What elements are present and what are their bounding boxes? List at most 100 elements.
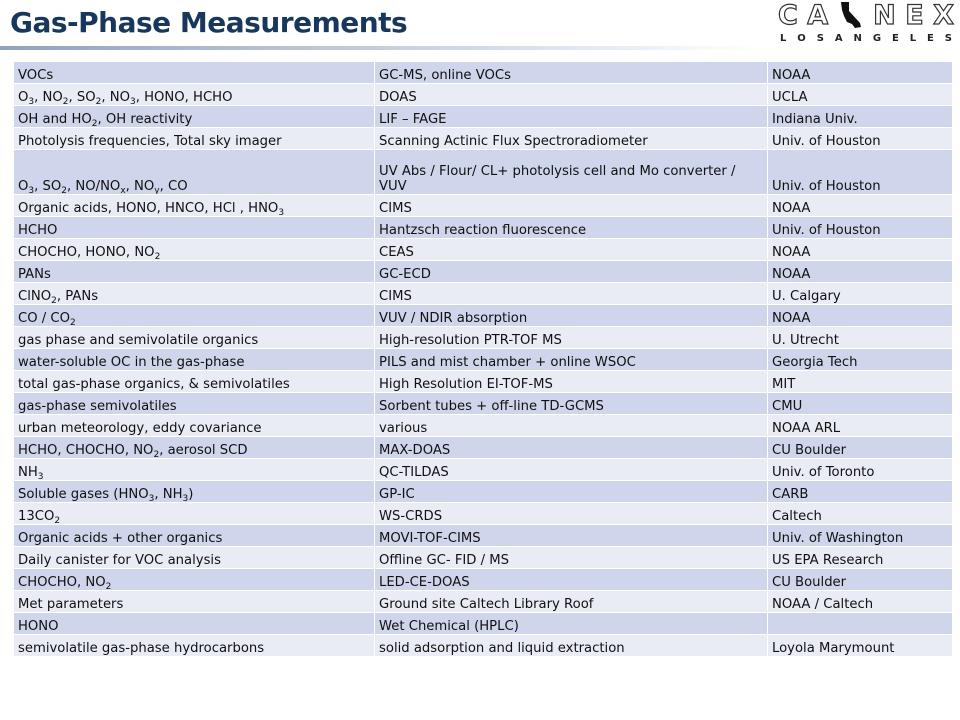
- table-row: gas-phase semivolatiles Sorbent tubes + o…: [14, 392, 953, 415]
- species-text: ): [188, 487, 194, 502]
- table-row: Photolysis frequencies, Total sky imager…: [14, 127, 953, 150]
- logo-subtitle-letter: N: [853, 33, 862, 44]
- species-text: , aerosol SCD: [159, 443, 248, 458]
- species-cell: HONO: [14, 612, 375, 635]
- species-text: Met parameters: [18, 597, 124, 612]
- species-text: OH and HO: [18, 112, 92, 127]
- subscript: 2: [61, 186, 67, 195]
- method-cell: High Resolution EI-TOF-MS: [374, 370, 768, 393]
- method-cell: MAX-DOAS: [374, 436, 768, 459]
- species-text: , NO: [34, 90, 63, 105]
- logo-wordmark: C A N E X: [777, 0, 955, 31]
- species-text: Organic acids, HONO, HNCO, HCl , HNO: [18, 201, 279, 216]
- species-text: 13CO: [18, 509, 55, 524]
- subscript: 2: [70, 318, 76, 327]
- species-cell: ClNO2, PANs: [14, 282, 375, 305]
- species-text: semivolatile gas-phase hydrocarbons: [18, 641, 265, 656]
- table-row: Met parameters Ground site Caltech Librar…: [14, 590, 953, 613]
- subscript: 2: [51, 296, 57, 305]
- species-text: , NO: [101, 90, 131, 105]
- species-cell: total gas-phase organics, & semivolatile…: [14, 370, 375, 393]
- logo-letter: X: [933, 0, 955, 31]
- logo-subtitle-letter: L: [780, 33, 787, 44]
- logo-letter: C: [777, 0, 798, 31]
- method-cell: Hantzsch reaction fluorescence: [374, 216, 768, 239]
- species-text: ClNO: [18, 289, 52, 304]
- species-text: , NH: [154, 487, 183, 502]
- table-row: 13CO2 WS-CRDS Caltech: [14, 502, 953, 525]
- species-text: O: [18, 90, 29, 105]
- table-row: CHOCHO, HONO, NO2 CEAS NOAA: [14, 238, 953, 261]
- method-cell: MOVI-TOF-CIMS: [374, 524, 768, 547]
- subscript: 3: [148, 494, 155, 503]
- table-row: O3, NO2, SO2, NO3, HONO, HCHO DOAS UCLA: [14, 83, 953, 106]
- species-text: HCHO, CHOCHO, NO: [18, 443, 154, 458]
- method-cell: Wet Chemical (HPLC): [374, 612, 768, 635]
- species-text: PANs: [18, 267, 51, 282]
- group-cell: NOAA: [767, 260, 953, 283]
- table-row: water-soluble OC in the gas-phase PILS an…: [14, 348, 953, 371]
- method-cell: DOAS: [374, 83, 768, 106]
- species-text: Organic acids + other organics: [18, 531, 223, 546]
- method-cell: LIF – FAGE: [374, 105, 768, 128]
- species-text: VOCs: [18, 68, 54, 83]
- species-text: CHOCHO, HONO, NO: [18, 245, 155, 260]
- species-cell: CHOCHO, HONO, NO2: [14, 238, 375, 261]
- species-cell: gas-phase semivolatiles: [14, 392, 375, 415]
- species-cell: Photolysis frequencies, Total sky imager: [14, 127, 375, 150]
- group-cell: NOAA / Caltech: [767, 590, 953, 613]
- group-cell: Indiana Univ.: [767, 105, 953, 128]
- group-cell: NOAA: [767, 62, 953, 84]
- species-cell: Daily canister for VOC analysis: [14, 546, 375, 569]
- method-cell: CIMS: [374, 282, 768, 305]
- species-text: gas phase and semivolatile organics: [18, 333, 259, 348]
- group-cell: Loyola Marymount: [767, 634, 953, 657]
- species-text: Photolysis frequencies, Total sky imager: [18, 134, 282, 149]
- title-underline: [0, 46, 760, 50]
- method-cell: CIMS: [374, 194, 768, 217]
- subscript: 2: [54, 516, 61, 525]
- species-cell: CHOCHO, NO2: [14, 568, 375, 591]
- table-row: semivolatile gas-phase hydrocarbons solid…: [14, 634, 953, 657]
- species-text: Soluble gases (HNO: [18, 487, 149, 502]
- logo-letter: N: [873, 0, 897, 31]
- method-cell: WS-CRDS: [374, 502, 768, 525]
- species-cell: O3, NO2, SO2, NO3, HONO, HCHO: [14, 83, 375, 106]
- table-row: HCHO, CHOCHO, NO2, aerosol SCD MAX-DOAS CU…: [14, 436, 953, 459]
- group-cell: Univ. of Washington: [767, 524, 953, 547]
- logo-subtitle-letter: E: [891, 33, 899, 44]
- group-cell: NOAA ARL: [767, 414, 953, 437]
- table-row: Organic acids, HONO, HNCO, HCl , HNO3 CIM…: [14, 194, 953, 217]
- logo-subtitle-letter: O: [797, 33, 806, 44]
- species-cell: VOCs: [14, 62, 375, 84]
- table-row: gas phase and semivolatile organics High-…: [14, 326, 953, 349]
- method-cell: solid adsorption and liquid extraction: [374, 634, 768, 657]
- table-row: Soluble gases (HNO3, NH3) GP-IC CARB: [14, 480, 953, 503]
- species-text: HONO: [18, 619, 59, 634]
- method-cell: Sorbent tubes + off-line TD-GCMS: [374, 392, 768, 415]
- subscript: 2: [154, 252, 161, 261]
- logo-subtitle-letter: S: [816, 33, 824, 44]
- species-text: CO / CO: [18, 311, 71, 326]
- subscript: 3: [28, 186, 35, 195]
- species-cell: NH3: [14, 458, 375, 481]
- table-row: Daily canister for VOC analysis Offline G…: [14, 546, 953, 569]
- species-cell: 13CO2: [14, 502, 375, 525]
- method-cell: PILS and mist chamber + online WSOC: [374, 348, 768, 371]
- method-cell: CEAS: [374, 238, 768, 261]
- subscript: 2: [105, 582, 112, 591]
- table-row: CO / CO2 VUV / NDIR absorption NOAA: [14, 304, 953, 327]
- species-text: , SO: [68, 90, 96, 105]
- method-cell: QC-TILDAS: [374, 458, 768, 481]
- group-cell: Univ. of Houston: [767, 216, 953, 239]
- method-cell: various: [374, 414, 768, 437]
- species-cell: urban meteorology, eddy covariance: [14, 414, 375, 437]
- page-title: Gas-Phase Measurements: [10, 6, 408, 39]
- table-row: NH3 QC-TILDAS Univ. of Toronto: [14, 458, 953, 481]
- species-text: , NO/NO: [67, 179, 121, 194]
- table-row: CHOCHO, NO2 LED-CE-DOAS CU Boulder: [14, 568, 953, 591]
- species-text: , OH reactivity: [97, 112, 193, 127]
- group-cell: U. Calgary: [767, 282, 953, 305]
